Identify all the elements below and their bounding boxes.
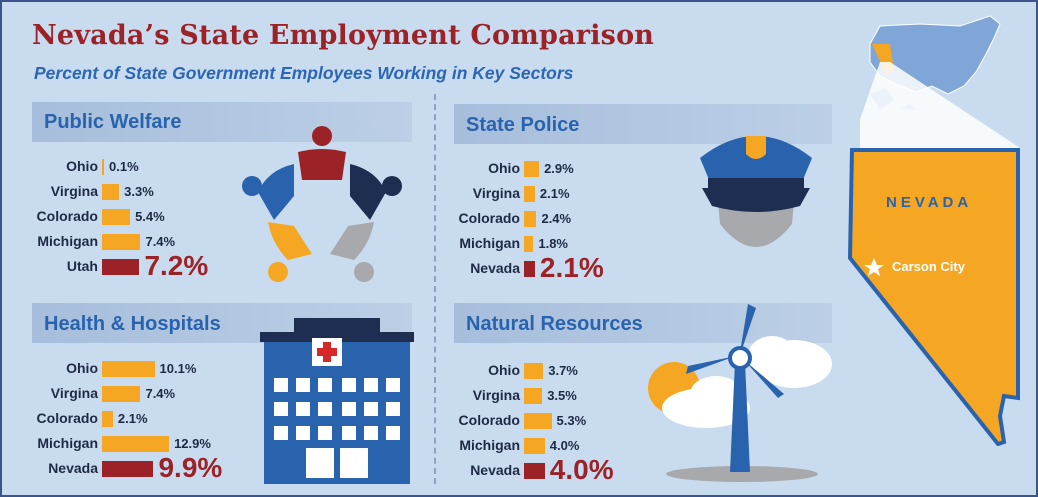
bar-virgina bbox=[102, 386, 141, 402]
data-label-utah: 7.2% bbox=[144, 250, 209, 281]
category-label-ohio: Ohio bbox=[488, 160, 520, 176]
category-label-ohio: Ohio bbox=[488, 362, 520, 378]
wind-turbine-icon bbox=[648, 304, 832, 482]
bar-row-michigan: Michigan 12.9% bbox=[2, 433, 322, 455]
band-public-welfare bbox=[32, 102, 412, 142]
bar-ohio bbox=[102, 159, 104, 175]
bar-ohio bbox=[524, 161, 540, 177]
category-label-virgina: Virgina bbox=[472, 185, 520, 201]
bar-row-michigan: Michigan 1.8% bbox=[424, 233, 744, 255]
bar-row-ohio: Ohio 3.7% bbox=[424, 360, 744, 382]
data-label-colorado: 2.4% bbox=[541, 211, 572, 226]
bar-nevada bbox=[524, 261, 535, 277]
data-label-colorado: 5.3% bbox=[556, 413, 587, 428]
bar-row-virgina: Virgina 3.5% bbox=[424, 385, 744, 407]
bar-row-nevada: Nevada 9.9% bbox=[2, 452, 322, 483]
category-label-colorado: Colorado bbox=[458, 210, 520, 226]
bar-row-virgina: Virgina 7.4% bbox=[2, 383, 322, 405]
category-label-michigan: Michigan bbox=[37, 233, 98, 249]
bar-michigan bbox=[524, 236, 534, 252]
bar-row-michigan: Michigan 7.4% bbox=[2, 231, 322, 253]
data-label-ohio: 3.7% bbox=[548, 363, 578, 378]
page-subtitle: Percent of State Government Employees Wo… bbox=[34, 63, 574, 83]
category-label-michigan: Michigan bbox=[459, 235, 520, 251]
category-label-ohio: Ohio bbox=[66, 360, 98, 376]
chart-title-state-police: State Police bbox=[466, 114, 580, 136]
bar-michigan bbox=[524, 438, 545, 454]
category-label-nevada: Nevada bbox=[470, 260, 520, 276]
bar-row-nevada: Nevada 4.0% bbox=[424, 454, 744, 485]
data-label-virgina: 3.5% bbox=[547, 388, 577, 403]
bar-row-ohio: Ohio 10.1% bbox=[2, 358, 322, 380]
data-label-michigan: 4.0% bbox=[549, 438, 580, 453]
bar-colorado bbox=[524, 211, 537, 227]
bar-colorado bbox=[102, 411, 113, 427]
bar-row-virgina: Virgina 3.3% bbox=[2, 181, 322, 203]
bar-ohio bbox=[102, 361, 155, 377]
category-label-colorado: Colorado bbox=[458, 412, 520, 428]
category-label-nevada: Nevada bbox=[48, 460, 98, 476]
bar-nevada bbox=[524, 463, 545, 479]
bar-ohio bbox=[524, 363, 544, 379]
bar-row-nevada: Nevada 2.1% bbox=[424, 252, 744, 283]
data-label-colorado: 5.4% bbox=[135, 209, 165, 224]
hospital-icon bbox=[260, 318, 414, 484]
category-label-ohio: Ohio bbox=[66, 158, 98, 174]
category-label-michigan: Michigan bbox=[459, 437, 520, 453]
bar-row-colorado: Colorado 5.3% bbox=[424, 410, 744, 432]
category-label-virgina: Virgina bbox=[50, 385, 98, 401]
page-title: Nevada’s State Employment Comparison bbox=[32, 20, 655, 51]
category-label-nevada: Nevada bbox=[470, 462, 520, 478]
bar-virgina bbox=[524, 186, 535, 202]
bar-virgina bbox=[524, 388, 543, 404]
chart-title-natural-resources: Natural Resources bbox=[466, 313, 643, 335]
capital-star-icon bbox=[864, 258, 884, 276]
data-label-virgina: 2.1% bbox=[539, 186, 570, 201]
state-label: NEVADA bbox=[886, 194, 973, 211]
bar-row-colorado: Colorado 2.4% bbox=[424, 208, 744, 230]
category-label-colorado: Colorado bbox=[36, 208, 98, 224]
data-label-virgina: 7.4% bbox=[145, 386, 176, 401]
nevada-map bbox=[848, 148, 1020, 446]
data-label-ohio: 2.9% bbox=[544, 161, 574, 176]
bar-row-virgina: Virgina 2.1% bbox=[424, 183, 744, 205]
data-label-nevada: 4.0% bbox=[549, 454, 614, 485]
capital-label: Carson City bbox=[892, 259, 965, 274]
bar-row-colorado: Colorado 5.4% bbox=[2, 206, 322, 228]
data-label-michigan: 12.9% bbox=[174, 436, 211, 451]
data-label-michigan: 7.4% bbox=[145, 234, 176, 249]
data-label-nevada: 9.9% bbox=[158, 452, 223, 483]
category-label-virgina: Virgina bbox=[50, 183, 98, 199]
data-label-virgina: 3.3% bbox=[124, 184, 154, 199]
category-label-colorado: Colorado bbox=[36, 410, 98, 426]
data-label-ohio: 10.1% bbox=[159, 361, 197, 376]
bar-colorado bbox=[524, 413, 552, 429]
category-label-utah: Utah bbox=[66, 258, 98, 274]
bar-row-ohio: Ohio 0.1% bbox=[2, 156, 322, 178]
map-zoom-wedge bbox=[860, 62, 1020, 148]
bar-nevada bbox=[102, 461, 154, 477]
data-label-ohio: 0.1% bbox=[109, 159, 139, 174]
bar-row-colorado: Colorado 2.1% bbox=[2, 408, 322, 430]
center-divider bbox=[434, 94, 436, 484]
bar-colorado bbox=[102, 209, 131, 225]
category-label-virgina: Virgina bbox=[472, 387, 520, 403]
bar-row-michigan: Michigan 4.0% bbox=[424, 435, 744, 457]
people-circle-icon bbox=[242, 126, 402, 282]
data-label-nevada: 2.1% bbox=[539, 252, 604, 283]
bar-virgina bbox=[102, 184, 120, 200]
bar-michigan bbox=[102, 436, 170, 452]
bar-row-utah: Utah 7.2% bbox=[2, 250, 322, 281]
bar-row-ohio: Ohio 2.9% bbox=[424, 158, 744, 180]
police-cap-icon bbox=[700, 136, 812, 247]
chart-title-public-welfare: Public Welfare bbox=[44, 111, 182, 133]
data-label-michigan: 1.8% bbox=[538, 236, 568, 251]
category-label-michigan: Michigan bbox=[37, 435, 98, 451]
data-label-colorado: 2.1% bbox=[117, 411, 148, 426]
chart-title-health-hospitals: Health & Hospitals bbox=[44, 313, 221, 335]
bar-utah bbox=[102, 259, 140, 275]
bar-michigan bbox=[102, 234, 141, 250]
